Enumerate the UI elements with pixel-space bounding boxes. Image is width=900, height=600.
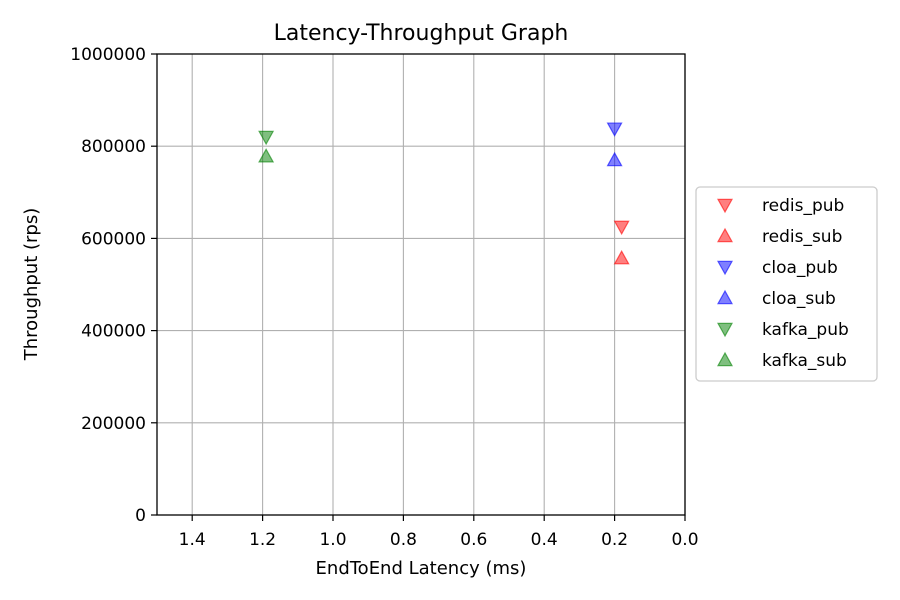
legend: redis_pub redis_sub cloa_pub cloa_sub kafka_… [695, 186, 878, 382]
legend-marker-kafka_pub [716, 322, 734, 338]
legend-marker-cloa_sub [716, 289, 734, 305]
grid-lines [157, 53, 686, 516]
redis_sub-point [613, 249, 630, 265]
legend-marker-kafka_sub [716, 351, 734, 367]
redis_pub-point [613, 220, 630, 236]
legend-label-cloa_pub: cloa_pub [762, 258, 838, 278]
legend-label-kafka_pub: kafka_pub [762, 320, 849, 340]
legend-label-cloa_sub: cloa_sub [762, 289, 836, 309]
x-tick-label: 0.0 [671, 530, 698, 550]
y-axis-ticks: 0 200000 400000 600000 800000 1000000 [70, 45, 157, 526]
legend-marker-cloa_pub [716, 260, 734, 276]
x-tick-label: 0.8 [390, 530, 417, 550]
x-tick-label: 1.2 [249, 530, 276, 550]
plot-area [156, 53, 686, 516]
x-axis-label: EndToEnd Latency (ms) [316, 558, 527, 579]
y-axis-label: Throughput (rps) [21, 208, 42, 362]
legend-label-redis_sub: redis_sub [762, 227, 842, 247]
legend-label-redis_pub: redis_pub [762, 196, 844, 216]
cloa_pub-point [606, 122, 623, 137]
x-tick-label: 1.4 [179, 530, 206, 550]
legend-marker-redis_pub [716, 198, 734, 214]
y-tick-label: 1000000 [70, 45, 146, 65]
chart-title: Latency-Throughput Graph [274, 21, 569, 46]
legend-box [695, 186, 878, 382]
x-tick-label: 0.2 [601, 530, 628, 550]
cloa_sub-point [606, 151, 623, 167]
y-tick-label: 600000 [81, 229, 146, 249]
y-tick-label: 0 [135, 506, 146, 526]
y-tick-label: 400000 [81, 322, 146, 342]
x-tick-label: 0.6 [460, 530, 487, 550]
x-tick-label: 1.0 [319, 530, 346, 550]
data-points [258, 122, 630, 265]
y-tick-label: 800000 [81, 137, 146, 157]
legend-marker-redis_sub [716, 227, 734, 243]
y-tick-label: 200000 [81, 414, 146, 434]
x-axis-ticks: 1.4 1.2 1.0 0.8 0.6 0.4 0.2 0.0 [179, 515, 699, 550]
kafka_pub-point [258, 130, 275, 146]
legend-label-kafka_sub: kafka_sub [762, 351, 847, 371]
x-tick-label: 0.4 [531, 530, 558, 550]
kafka_sub-point [258, 148, 275, 163]
